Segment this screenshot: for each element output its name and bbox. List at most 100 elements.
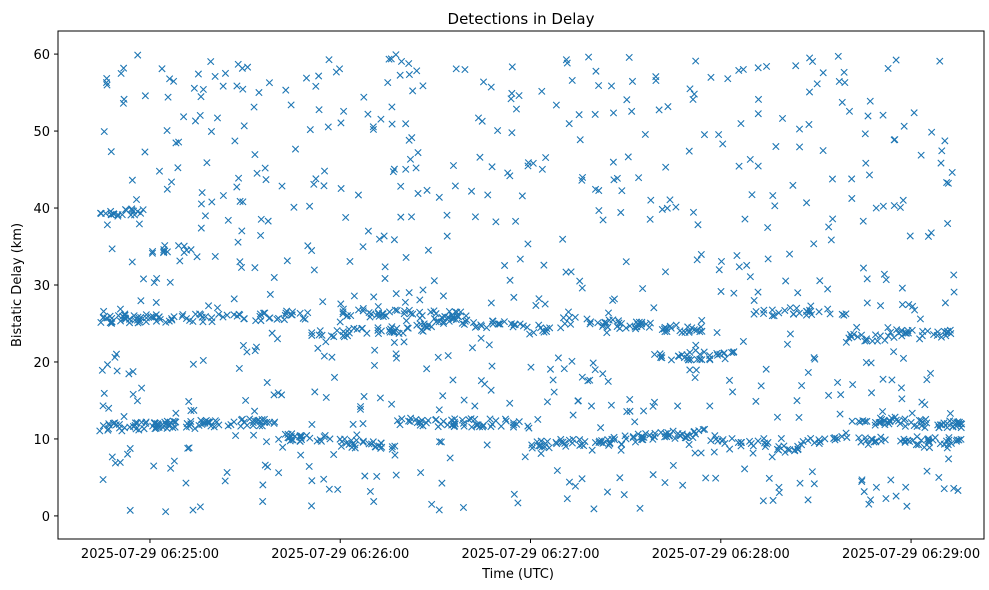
detection-point xyxy=(307,502,316,510)
detection-point xyxy=(735,162,743,170)
detection-point xyxy=(219,191,227,200)
detection-point xyxy=(728,388,737,396)
detection-point xyxy=(406,155,415,163)
detection-point xyxy=(110,210,118,218)
detection-point xyxy=(906,232,914,240)
detection-point xyxy=(179,310,187,319)
detection-point xyxy=(923,376,931,384)
detection-point xyxy=(476,153,484,161)
detection-point xyxy=(861,337,869,345)
detection-point xyxy=(197,416,205,424)
detection-point xyxy=(649,402,657,410)
detection-point xyxy=(805,306,814,314)
detection-point xyxy=(798,381,806,390)
detection-point xyxy=(613,322,621,331)
detection-point xyxy=(449,420,457,428)
detection-point xyxy=(710,448,718,456)
detection-point xyxy=(356,405,365,413)
detection-point xyxy=(311,388,319,396)
detection-point xyxy=(646,431,654,439)
detection-point xyxy=(314,344,322,352)
detection-point xyxy=(632,318,640,326)
detection-point xyxy=(400,338,408,346)
detection-point xyxy=(342,213,350,222)
detection-point xyxy=(343,311,352,320)
detection-point xyxy=(445,314,453,322)
detection-point xyxy=(712,474,720,482)
detection-point xyxy=(105,404,113,412)
detection-point xyxy=(98,366,106,374)
detection-point xyxy=(108,245,116,253)
detection-point xyxy=(402,120,410,128)
detection-point xyxy=(206,418,214,427)
detection-point xyxy=(102,78,111,87)
detection-point xyxy=(663,327,671,336)
detection-point xyxy=(611,436,619,444)
detection-point xyxy=(224,216,232,224)
detection-point xyxy=(523,323,531,331)
detection-point xyxy=(898,284,906,292)
detection-point xyxy=(876,332,884,340)
detection-point xyxy=(880,270,888,278)
detection-point xyxy=(575,436,584,444)
detection-point xyxy=(913,422,921,431)
detection-point xyxy=(137,209,145,217)
detection-point xyxy=(333,326,341,335)
detection-point xyxy=(689,433,697,442)
detection-point xyxy=(397,182,405,190)
detection-point xyxy=(134,51,142,59)
detection-point xyxy=(527,363,535,371)
detection-point xyxy=(391,306,399,314)
detection-point xyxy=(700,425,709,433)
detection-point xyxy=(872,437,880,445)
detection-point xyxy=(435,406,443,414)
detection-point xyxy=(754,95,763,103)
detection-point xyxy=(296,431,304,440)
x-tick-label: 2025-07-29 06:25:00 xyxy=(81,547,219,562)
detection-point xyxy=(232,431,240,440)
detection-point xyxy=(719,140,727,148)
detection-point xyxy=(484,191,492,199)
detection-point xyxy=(508,129,516,137)
detection-point xyxy=(676,327,684,335)
detection-point xyxy=(684,323,692,331)
detection-point xyxy=(540,328,548,336)
detection-point xyxy=(574,397,582,405)
detection-point xyxy=(908,326,916,334)
detection-point xyxy=(693,326,701,334)
detection-point xyxy=(929,436,937,444)
detection-point xyxy=(861,418,869,426)
detection-point xyxy=(657,428,665,437)
detection-point xyxy=(160,246,168,254)
detection-point xyxy=(361,472,369,480)
detection-point xyxy=(128,258,136,266)
detection-point xyxy=(658,354,666,362)
detection-point xyxy=(132,196,141,204)
detection-point xyxy=(917,417,925,425)
detection-point xyxy=(568,357,576,365)
detection-point xyxy=(500,318,508,326)
detection-point xyxy=(404,417,413,425)
detection-point xyxy=(938,147,946,155)
detection-point xyxy=(845,334,853,342)
detection-point xyxy=(824,285,832,293)
detection-point xyxy=(916,335,924,343)
detection-point xyxy=(139,275,148,283)
detection-point xyxy=(944,455,953,463)
detection-point xyxy=(460,320,468,328)
detection-point xyxy=(528,441,536,449)
detection-point xyxy=(284,430,292,438)
detection-point xyxy=(249,418,257,427)
detection-point xyxy=(319,298,327,306)
detection-point xyxy=(277,391,286,399)
detection-point xyxy=(880,416,888,424)
detection-point xyxy=(135,426,143,434)
detection-point xyxy=(603,329,611,337)
detection-point xyxy=(942,332,950,340)
detection-point xyxy=(773,413,782,421)
detection-point xyxy=(645,323,653,331)
detection-point xyxy=(530,329,538,337)
detection-point xyxy=(697,250,705,259)
detection-point xyxy=(388,443,396,451)
detection-point xyxy=(376,394,384,402)
